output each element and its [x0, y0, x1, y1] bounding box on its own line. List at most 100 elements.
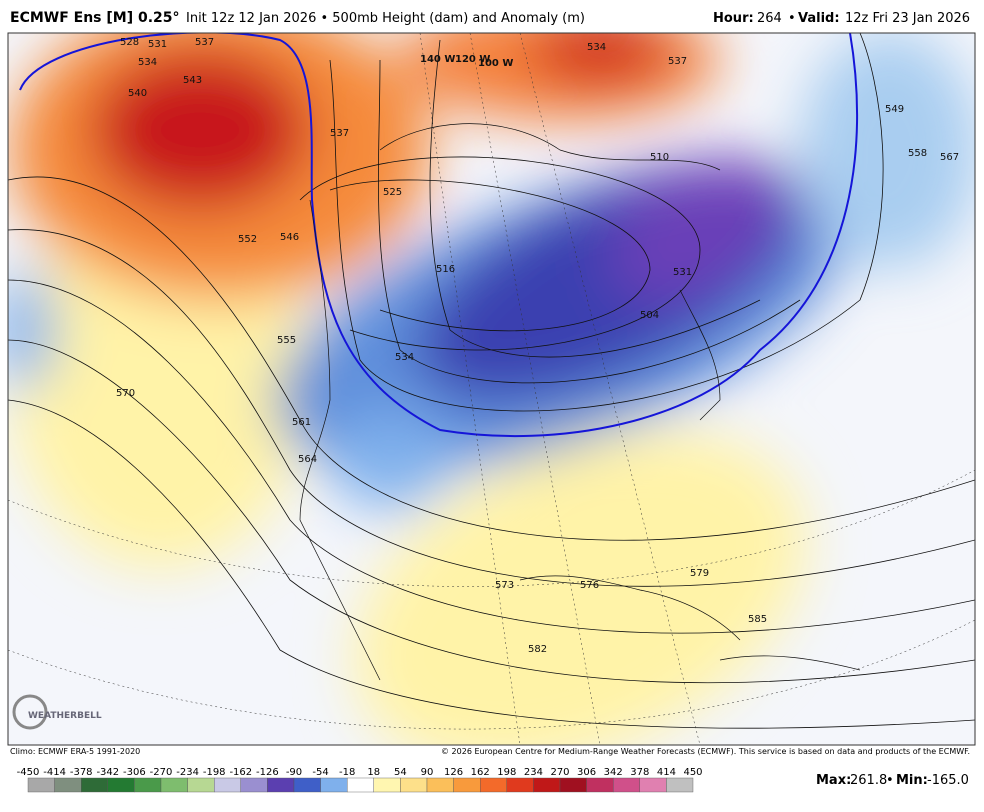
valid-label: Valid: — [798, 11, 840, 26]
logo: WEATHERBELL — [28, 711, 102, 721]
colorbar-label: 54 — [394, 767, 407, 778]
height-contours — [8, 33, 975, 729]
contour-label: 516 — [436, 264, 455, 275]
colorbar-label: -306 — [123, 767, 146, 778]
contour-label: 558 — [908, 148, 927, 159]
contour-label: 525 — [383, 187, 402, 198]
max-label: Max: — [816, 773, 851, 788]
contour-label: 537 — [668, 56, 687, 67]
colorbar-swatch — [240, 777, 268, 793]
colorbar-label: -450 — [17, 767, 40, 778]
colorbar-label: -234 — [176, 767, 199, 778]
colorbar-swatch — [480, 777, 508, 793]
hour-label: Hour: — [713, 11, 754, 26]
contour-label: 531 — [148, 39, 167, 50]
colorbar-swatch — [293, 777, 321, 793]
colorbar-label: -342 — [96, 767, 119, 778]
max: 261.8 — [850, 773, 887, 788]
540-contour — [19, 33, 859, 438]
contour-label: 534 — [587, 42, 606, 53]
longitude-label: 140 W — [420, 54, 455, 65]
colorbar-label: -414 — [43, 767, 66, 778]
colorbar-label: -90 — [286, 767, 302, 778]
contour-label: 579 — [690, 568, 709, 579]
contour-labels: 528 531 534 537 543 540 537 534 537 510 … — [116, 37, 959, 655]
colorbar-label: 450 — [683, 767, 702, 778]
colorbar-swatch — [453, 777, 481, 793]
colorbar-label: -270 — [150, 767, 173, 778]
contour-label: 537 — [330, 128, 349, 139]
colorbar-swatch — [213, 777, 241, 793]
contour-label: 573 — [495, 580, 514, 591]
contour-label: 534 — [395, 352, 414, 363]
colorbar-swatch — [320, 777, 348, 793]
colorbar-swatch — [373, 777, 401, 793]
contour-label: 546 — [280, 232, 299, 243]
dot: • — [886, 773, 894, 788]
title: ECMWF Ens [M] 0.25° — [10, 10, 180, 26]
colorbar-label: 18 — [367, 767, 380, 778]
colorbar-swatch — [506, 777, 534, 793]
colorbar-swatch — [613, 777, 641, 793]
colorbar-label: 162 — [471, 767, 490, 778]
subtitle: Init 12z 12 Jan 2026 • 500mb Height (dam… — [186, 11, 585, 26]
colorbar-swatch — [559, 777, 587, 793]
colorbar-label: 378 — [630, 767, 649, 778]
contour-label: 531 — [673, 267, 692, 278]
contour-label: 549 — [885, 104, 904, 115]
colorbar-swatch — [160, 777, 188, 793]
longitude-label: 120 W — [455, 54, 490, 65]
contour-label: 576 — [580, 580, 599, 591]
colorbar-swatch — [267, 777, 295, 793]
colorbar-swatch — [639, 777, 667, 793]
contour-label: 534 — [138, 57, 157, 68]
colorbar-swatch — [347, 777, 375, 793]
colorbar-swatch — [80, 777, 108, 793]
contour-label: 582 — [528, 644, 547, 655]
contour-label: 555 — [277, 335, 296, 346]
colorbar-label: 90 — [421, 767, 434, 778]
contour-label: 570 — [116, 388, 135, 399]
graticule — [8, 33, 975, 745]
dot: • — [788, 11, 796, 26]
min: -165.0 — [927, 773, 969, 788]
colorbar-label: 198 — [497, 767, 516, 778]
colorbar-swatch — [586, 777, 614, 793]
min-label: Min: — [896, 773, 928, 788]
colorbar-label: 234 — [524, 767, 543, 778]
colorbar-swatch — [533, 777, 561, 793]
contour-label: 552 — [238, 234, 257, 245]
colorbar-label: -54 — [312, 767, 328, 778]
valid: 12z Fri 23 Jan 2026 — [845, 11, 970, 26]
contour-label: 585 — [748, 614, 767, 625]
contour-label: 537 — [195, 37, 214, 48]
contour-label: 564 — [298, 454, 317, 465]
colorbar-swatch — [426, 777, 454, 793]
contour-label: 567 — [940, 152, 959, 163]
colorbar-label: 270 — [550, 767, 569, 778]
colorbar-label: -18 — [339, 767, 355, 778]
hour: 264 — [757, 11, 782, 26]
contour-label: 504 — [640, 310, 659, 321]
colorbar-swatch — [187, 777, 215, 793]
contour-label: 528 — [120, 37, 139, 48]
colorbar: -450 -414 -378 -342 -306 -270 -234 -198 -162 -126… — [17, 767, 703, 793]
colorbar-label: -378 — [70, 767, 93, 778]
colorbar-swatch — [54, 777, 82, 793]
longitude-label: 100 W — [478, 58, 513, 69]
colorbar-label: -198 — [203, 767, 226, 778]
colorbar-swatch — [400, 777, 428, 793]
colorbar-swatch — [27, 777, 55, 793]
copyright: © 2026 European Centre for Medium-Range … — [441, 747, 970, 756]
colorbar-swatch — [134, 777, 162, 793]
colorbar-label: 342 — [604, 767, 623, 778]
colorbar-swatch — [666, 777, 694, 793]
logo-swirl — [12, 694, 48, 730]
climo: Climo: ECMWF ERA-5 1991-2020 — [10, 747, 140, 756]
contour-label: 510 — [650, 152, 669, 163]
colorbar-label: 306 — [577, 767, 596, 778]
colorbar-label: -126 — [256, 767, 279, 778]
